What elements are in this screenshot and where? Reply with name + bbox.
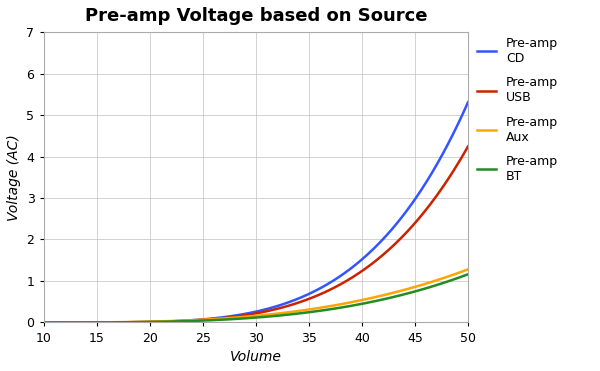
- Pre-amp
CD: [269, 305, 277, 309]
- Pre-amp
USB: [40, 320, 47, 325]
- Pre-amp
Aux: [269, 312, 277, 316]
- Pre-amp
BT: [40, 320, 47, 325]
- Pre-amp
BT: [388, 295, 395, 300]
- Pre-amp
BT: [464, 272, 472, 276]
- Pre-amp
Aux: [40, 320, 47, 325]
- Pre-amp
USB: [244, 313, 251, 317]
- Line: Pre-amp
Aux: Pre-amp Aux: [44, 269, 468, 322]
- Pre-amp
USB: [464, 144, 472, 149]
- Pre-amp
BT: [293, 312, 300, 316]
- X-axis label: Volume: Volume: [230, 350, 282, 364]
- Line: Pre-amp
CD: Pre-amp CD: [44, 102, 468, 322]
- Pre-amp
CD: [464, 100, 472, 105]
- Pre-amp
USB: [269, 308, 277, 312]
- Pre-amp
USB: [293, 301, 300, 306]
- Pre-amp
BT: [244, 316, 251, 321]
- Pre-amp
BT: [242, 316, 249, 321]
- Pre-amp
BT: [454, 276, 461, 280]
- Pre-amp
Aux: [293, 309, 300, 313]
- Pre-amp
USB: [242, 313, 249, 318]
- Pre-amp
CD: [242, 312, 249, 316]
- Pre-amp
Aux: [242, 315, 249, 319]
- Pre-amp
Aux: [454, 271, 461, 275]
- Pre-amp
CD: [40, 320, 47, 325]
- Y-axis label: Voltage (AC): Voltage (AC): [7, 134, 21, 221]
- Pre-amp
CD: [244, 311, 251, 316]
- Pre-amp
USB: [388, 245, 395, 250]
- Pre-amp
USB: [454, 162, 461, 166]
- Pre-amp
CD: [388, 227, 395, 232]
- Legend: Pre-amp
CD, Pre-amp
USB, Pre-amp
Aux, Pre-amp
BT: Pre-amp CD, Pre-amp USB, Pre-amp Aux, Pr…: [472, 32, 563, 188]
- Pre-amp
Aux: [464, 267, 472, 272]
- Line: Pre-amp
USB: Pre-amp USB: [44, 147, 468, 322]
- Pre-amp
Aux: [244, 314, 251, 319]
- Title: Pre-amp Voltage based on Source: Pre-amp Voltage based on Source: [85, 7, 427, 25]
- Pre-amp
Aux: [388, 291, 395, 295]
- Pre-amp
CD: [293, 297, 300, 302]
- Pre-amp
BT: [269, 314, 277, 318]
- Pre-amp
CD: [454, 122, 461, 127]
- Line: Pre-amp
BT: Pre-amp BT: [44, 274, 468, 322]
